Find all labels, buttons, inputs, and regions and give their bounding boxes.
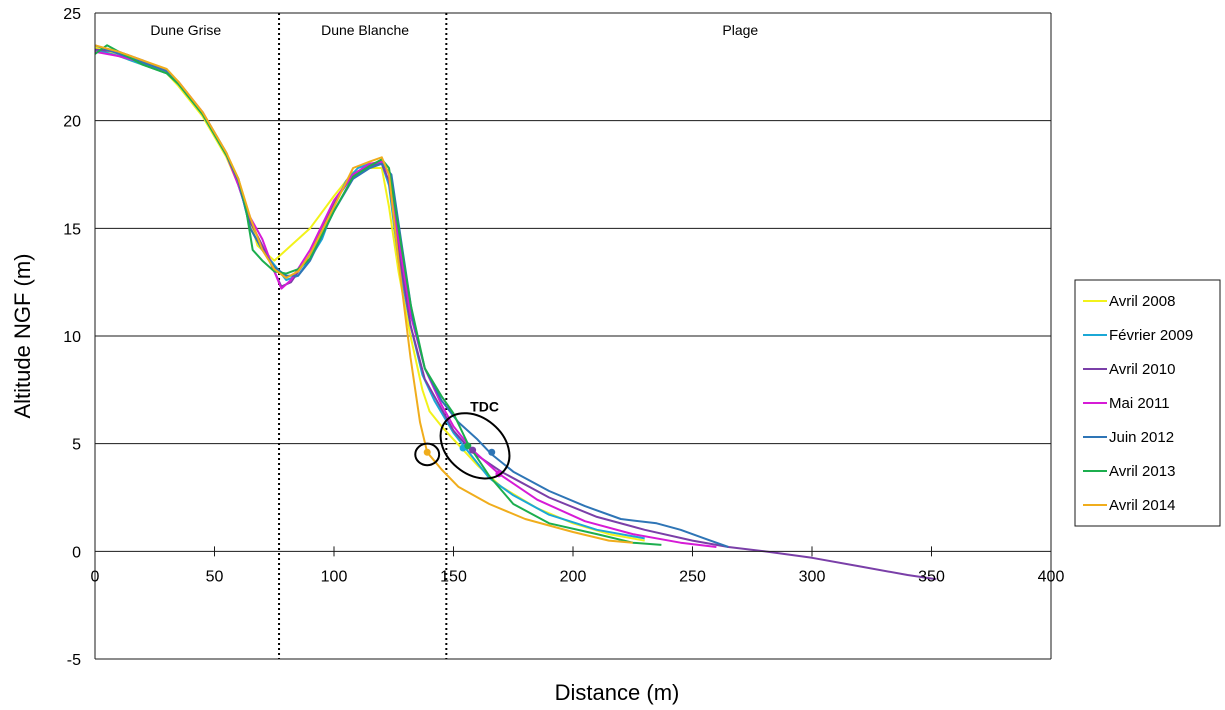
y-tick-label: 10 — [63, 329, 81, 346]
series-line — [94, 48, 645, 540]
x-tick-label: 200 — [560, 568, 587, 585]
legend-label: Février 2009 — [1109, 327, 1193, 344]
x-tick-label: 300 — [799, 568, 826, 585]
series-line — [94, 46, 645, 542]
series-line — [94, 48, 937, 581]
legend-label: Avril 2014 — [1109, 497, 1175, 514]
y-tick-label: -5 — [67, 652, 81, 669]
y-tick-label: 0 — [72, 544, 81, 561]
tdc-marker — [469, 446, 477, 454]
legend-label: Avril 2010 — [1109, 361, 1175, 378]
x-tick-label: 400 — [1038, 568, 1065, 585]
tdc-marker — [464, 442, 472, 450]
legend: Avril 2008 Février 2009 Avril 2010 Mai 2011… — [1074, 279, 1221, 527]
legend-label: Avril 2008 — [1109, 293, 1175, 310]
series-line — [94, 44, 633, 544]
tdc-marker — [488, 448, 496, 456]
x-tick-label: 0 — [91, 568, 100, 585]
legend-label: Mai 2011 — [1109, 395, 1170, 412]
x-axis-title: Distance (m) — [555, 680, 680, 705]
y-axis-title: Altitude NGF (m) — [10, 253, 35, 418]
x-tick-label: 150 — [440, 568, 467, 585]
x-tick-label: 50 — [206, 568, 224, 585]
x-tick-label: 350 — [918, 568, 945, 585]
series-lines — [94, 44, 937, 581]
annotation-layer: TDC — [414, 398, 511, 480]
y-tick-label: 5 — [72, 437, 81, 454]
y-tick-label: 15 — [63, 221, 81, 238]
zone-label: Plage — [722, 22, 758, 38]
zone-label: Dune Blanche — [321, 22, 409, 38]
zone-boundaries: Dune Grise Dune Blanche Plage — [150, 13, 758, 659]
grid-lines — [95, 12, 1051, 660]
series-line — [94, 44, 662, 546]
legend-label: Avril 2013 — [1109, 463, 1175, 480]
y-tick-label: 25 — [63, 6, 81, 23]
zone-label: Dune Grise — [150, 22, 221, 38]
x-tick-label: 100 — [321, 568, 348, 585]
tdc-annotation: TDC — [470, 398, 499, 414]
legend-label: Juin 2012 — [1109, 429, 1174, 446]
x-tick-label: 250 — [679, 568, 706, 585]
y-tick-label: 20 — [63, 114, 81, 131]
highlight-ellipse — [414, 442, 441, 467]
tdc-marker — [423, 448, 431, 456]
highlight-ellipse — [439, 412, 511, 480]
axes: 0 50 100 150 200 250 300 350 400 -5 0 5 10 15 20 25 — [63, 6, 1064, 669]
